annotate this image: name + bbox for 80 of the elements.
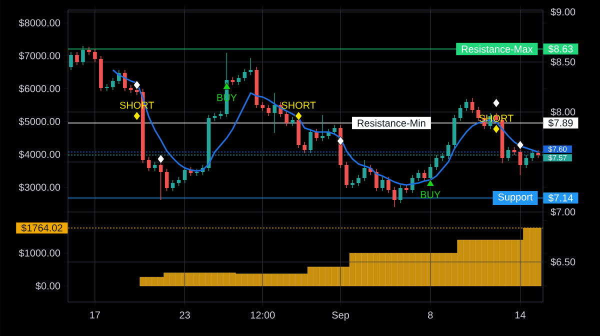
y-tick-label: $6000.00 (18, 84, 60, 93)
candlestick (470, 98, 474, 114)
candlestick (266, 104, 271, 116)
candlestick (302, 142, 307, 154)
candlestick (398, 184, 402, 204)
data-label: SHORT (282, 102, 316, 109)
data-label: BUY (420, 191, 440, 198)
y-tick-label: $1000.00 (18, 249, 60, 258)
y-tick-label: $0.00 (36, 282, 60, 290)
candlestick (176, 176, 181, 186)
candlestick (122, 70, 127, 92)
y-tick-label: $1764.02 (21, 224, 62, 232)
candlestick (87, 46, 91, 56)
candlestick (182, 166, 187, 184)
candlestick (152, 162, 157, 172)
candlestick (242, 68, 247, 82)
candlestick (248, 58, 253, 76)
point (133, 80, 141, 90)
candlestick (428, 164, 432, 182)
candlestick (236, 74, 241, 86)
point (222, 82, 231, 90)
point (336, 136, 344, 146)
candlestick (392, 186, 396, 208)
candlestick (146, 156, 151, 172)
y-tick-label: $5000.00 (18, 118, 60, 126)
candlestick (308, 128, 313, 154)
candlestick (284, 110, 289, 126)
x-tick-label: 17 (90, 312, 100, 318)
candlestick (290, 116, 295, 126)
candlestick (404, 184, 408, 194)
x-tick-label: 23 (180, 312, 190, 319)
y2-tick-label: $8.00 (550, 108, 576, 116)
candlestick (272, 92, 277, 134)
point (426, 179, 435, 186)
candlestick (458, 104, 462, 122)
x-tick-label: 12:00 (250, 312, 275, 319)
y2-tick-label: $7.89 (548, 118, 573, 128)
candlestick (81, 46, 85, 66)
candlestick (362, 160, 366, 182)
point (492, 98, 500, 108)
candlestick (416, 170, 420, 182)
x-tick-label: Sep (332, 312, 350, 321)
y-tick-label: $3000.00 (18, 183, 60, 192)
candlestick (350, 180, 354, 188)
ref-line-label: Resistance-Max (462, 45, 533, 53)
y2-tick-label: $8.63 (548, 44, 573, 54)
y-tick-label: $8000.00 (18, 18, 60, 28)
point (133, 111, 141, 121)
candlestick (164, 168, 169, 192)
x-tick-label: 14 (515, 312, 526, 318)
point (492, 124, 500, 134)
candlestick (374, 168, 378, 192)
candlestick (320, 114, 324, 142)
candlestick (464, 98, 468, 112)
candlestick (170, 180, 175, 192)
candlestick (314, 128, 318, 142)
candlestick (111, 78, 115, 90)
candlestick (386, 176, 390, 194)
candlestick (332, 124, 336, 136)
ref-line-label: Resistance-Min (358, 119, 426, 127)
x-tick-label: 8 (428, 312, 433, 319)
point (516, 140, 524, 150)
candlestick (75, 52, 79, 66)
y-tick-label: $4000.00 (18, 150, 60, 159)
y-tick-label: $7000.00 (18, 52, 60, 60)
y2-tick-label: $8.50 (550, 58, 576, 66)
candlestick (93, 48, 97, 62)
candlestick (69, 52, 73, 70)
candlestick (380, 176, 384, 192)
point (294, 111, 302, 121)
y2-tick-label: $7.00 (550, 208, 576, 216)
candlestick (344, 162, 348, 188)
y2-tick-label: $7.14 (548, 194, 573, 202)
candlestick (356, 174, 360, 186)
candlestick (422, 170, 426, 182)
candlestick (105, 84, 109, 92)
point (157, 154, 164, 164)
y2-tick-label: $6.50 (550, 258, 576, 266)
ref-line-label: Support (498, 193, 533, 203)
y2-tick-label: $9.00 (550, 8, 576, 16)
